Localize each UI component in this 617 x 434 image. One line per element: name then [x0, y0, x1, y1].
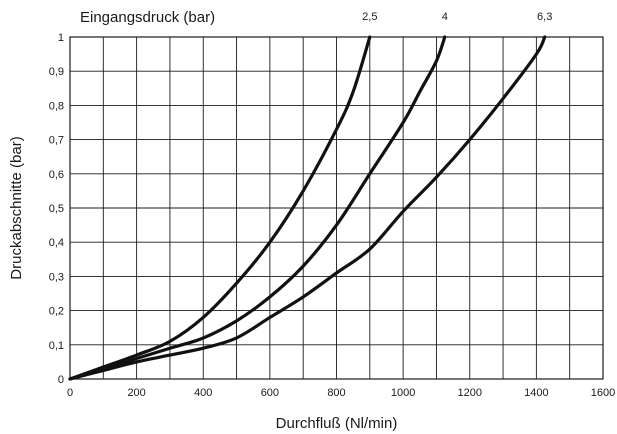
series-label: 2,5: [362, 11, 377, 23]
y-tick-label: 0,7: [49, 135, 64, 147]
x-axis-label: Durchfluß (Nl/min): [276, 415, 398, 432]
y-tick-label: 0,5: [49, 203, 64, 215]
x-tick-label: 1200: [458, 387, 482, 399]
y-tick-labels: 0 0,1 0,2 0,3 0,4 0,5 0,6 0,7 0,8 0,9 1: [49, 32, 64, 386]
y-tick-label: 0,6: [49, 169, 64, 181]
y-tick-label: 0,3: [49, 271, 64, 283]
y-axis-label: Druckabschnitte (bar): [8, 136, 25, 279]
series-line: [68, 35, 447, 381]
y-tick-label: 0,4: [49, 237, 64, 249]
series-line: [68, 35, 372, 381]
y-tick-label: 0,1: [49, 340, 64, 352]
y-tick-label: 0: [58, 374, 64, 386]
chart-title: Eingangsdruck (bar): [80, 9, 215, 26]
series-labels: 2,5 4 6,3: [362, 11, 552, 23]
x-tick-label: 1000: [391, 387, 415, 399]
x-tick-label: 400: [194, 387, 212, 399]
x-tick-label: 1400: [524, 387, 548, 399]
y-tick-label: 0,9: [49, 66, 64, 78]
y-tick-label: 0,2: [49, 306, 64, 318]
y-tick-label: 1: [58, 32, 64, 44]
x-tick-label: 800: [327, 387, 345, 399]
series-curves: [68, 35, 547, 381]
x-tick-label: 0: [67, 387, 73, 399]
x-tick-label: 200: [127, 387, 145, 399]
gridlines: [69, 36, 604, 380]
x-tick-label: 1600: [591, 387, 615, 399]
plot-frame: [69, 36, 604, 380]
series-line: [68, 35, 547, 381]
series-label: 6,3: [537, 11, 552, 23]
series-label: 4: [442, 11, 448, 23]
x-tick-labels: 0 200 400 600 800 1000 1200 1400 1600: [67, 387, 615, 399]
x-tick-label: 600: [261, 387, 279, 399]
y-tick-label: 0,8: [49, 100, 64, 112]
